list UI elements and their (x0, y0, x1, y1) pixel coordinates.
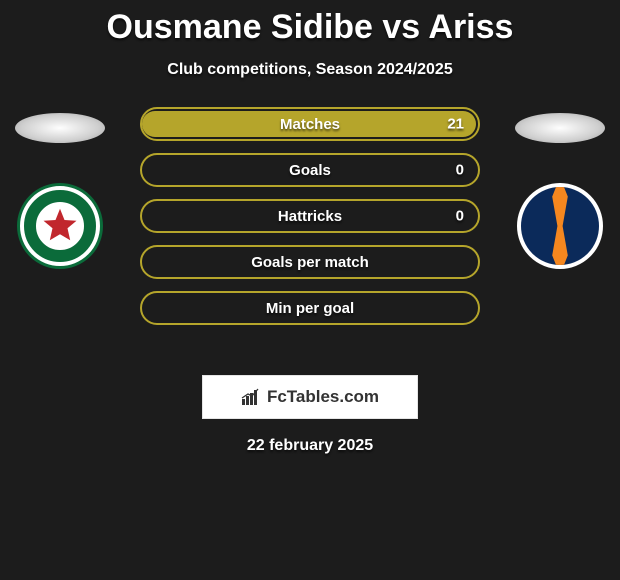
player-left-column (10, 107, 110, 269)
player-right-avatar-placeholder (515, 113, 605, 143)
bar-chart-icon (241, 388, 261, 406)
brand-watermark: FcTables.com (202, 375, 418, 419)
comparison-content: Matches 21 Goals 0 Hattricks 0 Goals per… (0, 107, 620, 367)
player-right-club-crest (517, 183, 603, 269)
stat-label: Goals (289, 162, 331, 179)
stat-label: Min per goal (266, 300, 354, 317)
player-right-column (510, 107, 610, 269)
stat-row-matches: Matches 21 (140, 107, 480, 141)
player-left-avatar-placeholder (15, 113, 105, 143)
stat-label: Goals per match (251, 254, 369, 271)
subtitle: Club competitions, Season 2024/2025 (0, 61, 620, 79)
star-icon (42, 207, 78, 243)
stat-row-goals-per-match: Goals per match (140, 245, 480, 279)
stat-label: Matches (280, 116, 340, 133)
stat-label: Hattricks (278, 208, 342, 225)
brand-text: FcTables.com (267, 387, 379, 407)
snapshot-date: 22 february 2025 (0, 437, 620, 455)
stat-value: 0 (456, 208, 464, 225)
crest-accent-icon (547, 183, 573, 269)
player-left-club-crest (17, 183, 103, 269)
stat-row-goals: Goals 0 (140, 153, 480, 187)
stats-list: Matches 21 Goals 0 Hattricks 0 Goals per… (140, 107, 480, 337)
page-title: Ousmane Sidibe vs Ariss (0, 0, 620, 47)
stat-value: 21 (447, 116, 464, 133)
stat-value: 0 (456, 162, 464, 179)
stat-row-hattricks: Hattricks 0 (140, 199, 480, 233)
stat-row-min-per-goal: Min per goal (140, 291, 480, 325)
